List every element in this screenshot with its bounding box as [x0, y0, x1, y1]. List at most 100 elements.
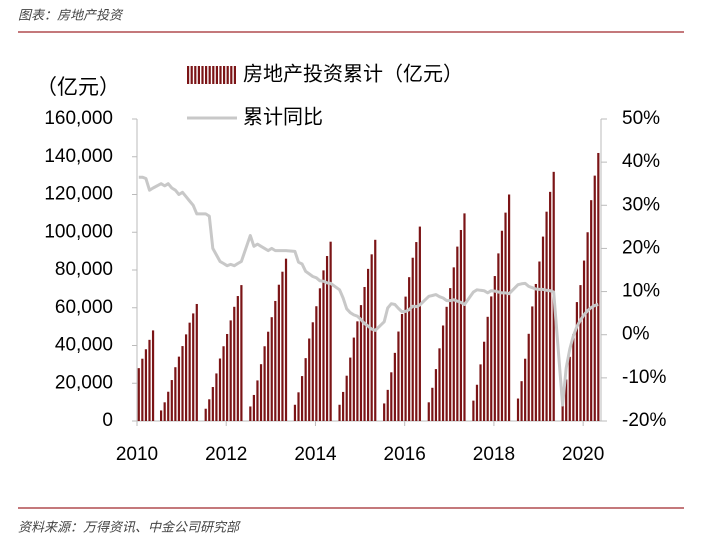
bar [507, 194, 511, 421]
x-tick-label: 2016 [384, 444, 426, 465]
bar [483, 341, 486, 421]
bar [463, 213, 466, 421]
bar [445, 306, 448, 421]
x-tick-label: 2012 [205, 444, 247, 465]
legend-swatch [233, 66, 236, 84]
bar [545, 211, 548, 421]
bar [267, 331, 270, 421]
bar [322, 270, 325, 421]
bar [504, 212, 507, 421]
y2-tick-label: -10% [622, 367, 666, 388]
bar [308, 338, 311, 421]
bar [338, 404, 341, 421]
y-tick-label: 60,000 [55, 297, 113, 318]
bar [493, 276, 496, 421]
bar [404, 296, 407, 421]
legend-label: 房地产投资累计（亿元） [243, 62, 463, 86]
bar [572, 334, 575, 421]
x-tick-label: 2014 [294, 444, 337, 465]
bar [575, 302, 579, 421]
bar [277, 284, 280, 421]
y-axis-label: （亿元） [36, 75, 120, 99]
bar [184, 334, 188, 421]
bar [431, 387, 434, 421]
bar [383, 403, 386, 421]
legend-swatch [187, 66, 190, 84]
line [138, 175, 599, 407]
bar [579, 285, 582, 421]
x-tick-label: 2010 [116, 444, 158, 465]
legend-swatch [194, 66, 197, 84]
bar [163, 402, 166, 421]
bar [148, 339, 151, 421]
bar [549, 191, 552, 421]
bar [259, 364, 263, 421]
legend-swatch [219, 66, 222, 84]
y2-tick-label: 0% [622, 324, 650, 345]
bar [345, 375, 348, 421]
bar [370, 254, 373, 421]
bar [497, 253, 500, 421]
bar [538, 261, 541, 421]
bar [352, 337, 355, 421]
y-tick-label: 80,000 [55, 259, 113, 280]
bar [452, 267, 455, 421]
bar [438, 348, 441, 421]
bar [297, 392, 300, 421]
bar [582, 260, 586, 421]
legend-label: 累计同比 [243, 105, 323, 129]
bar [137, 368, 140, 421]
y2-tick-label: 50% [622, 108, 660, 129]
bar [356, 321, 359, 421]
bar [249, 406, 252, 421]
bar [449, 288, 452, 421]
bar [263, 346, 266, 421]
x-tick-label: 2020 [562, 444, 604, 465]
bar [188, 322, 191, 421]
bar [329, 241, 332, 421]
bar [472, 400, 475, 421]
bar [516, 398, 520, 421]
bar [367, 268, 370, 421]
bar [434, 369, 438, 421]
bar [256, 380, 259, 421]
bar [240, 285, 243, 421]
bar [397, 331, 400, 421]
bar [408, 277, 411, 421]
bar [459, 229, 463, 421]
bar [270, 317, 273, 421]
bar [274, 300, 277, 421]
y-tick-label: 120,000 [44, 184, 113, 205]
bar [479, 364, 482, 421]
legend-swatch [215, 66, 218, 84]
y-tick-label: 100,000 [44, 221, 113, 242]
bar [141, 358, 144, 421]
bar [500, 230, 504, 421]
bar [534, 283, 537, 421]
y-tick-label: 160,000 [44, 108, 113, 129]
bar [226, 333, 229, 421]
legend-swatch [208, 66, 211, 84]
bar [195, 303, 198, 421]
bar [415, 242, 418, 421]
y-tick-label: 0 [102, 410, 113, 431]
bar [418, 226, 421, 421]
bar [144, 349, 148, 421]
legend-swatch [226, 66, 229, 84]
bar [252, 394, 255, 421]
bar [393, 352, 396, 421]
legend-swatch [190, 66, 193, 84]
bar [590, 200, 593, 421]
bar [315, 306, 318, 421]
legend-swatch [212, 66, 215, 84]
bar [284, 258, 288, 421]
bar [233, 306, 236, 421]
bar [192, 313, 195, 421]
y2-tick-label: 20% [622, 237, 660, 258]
y-tick-label: 20,000 [55, 372, 113, 393]
bar [586, 232, 589, 421]
bar [456, 246, 459, 421]
bar [218, 358, 222, 421]
bar [342, 391, 345, 421]
bar [475, 384, 479, 421]
